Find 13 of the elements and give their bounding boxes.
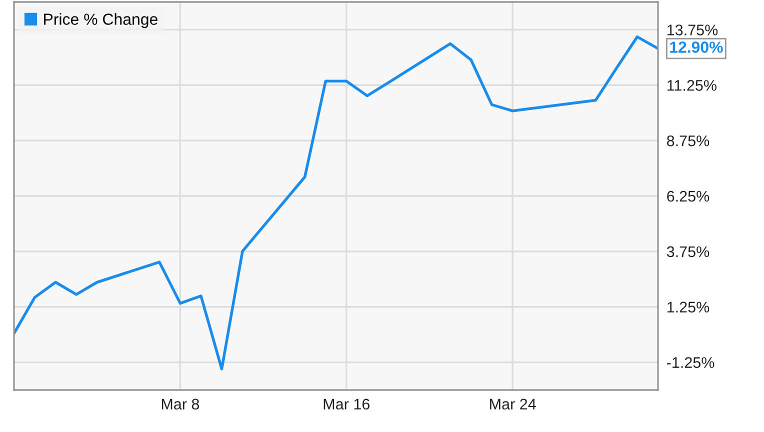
y-tick-label: 6.25%	[667, 190, 710, 202]
y-tick-label: -1.25%	[667, 357, 714, 368]
line-series	[14, 35, 658, 370]
y-tick-label: 11.25%	[668, 80, 716, 91]
x-tick-label: Mar 16	[324, 398, 370, 410]
y-tick-label: 8.75%	[666, 135, 710, 146]
legend-label: Price % Change	[44, 13, 158, 28]
annotation: 12.90%	[670, 42, 723, 53]
x-tick-label: Mar 24	[490, 398, 536, 410]
y-tick-label: 13.75%	[668, 24, 718, 36]
y-tick-label: 1.25%	[668, 302, 710, 313]
x-tick-label: Mar 8	[162, 398, 200, 410]
y-tick-label: 3.75%	[666, 246, 710, 258]
